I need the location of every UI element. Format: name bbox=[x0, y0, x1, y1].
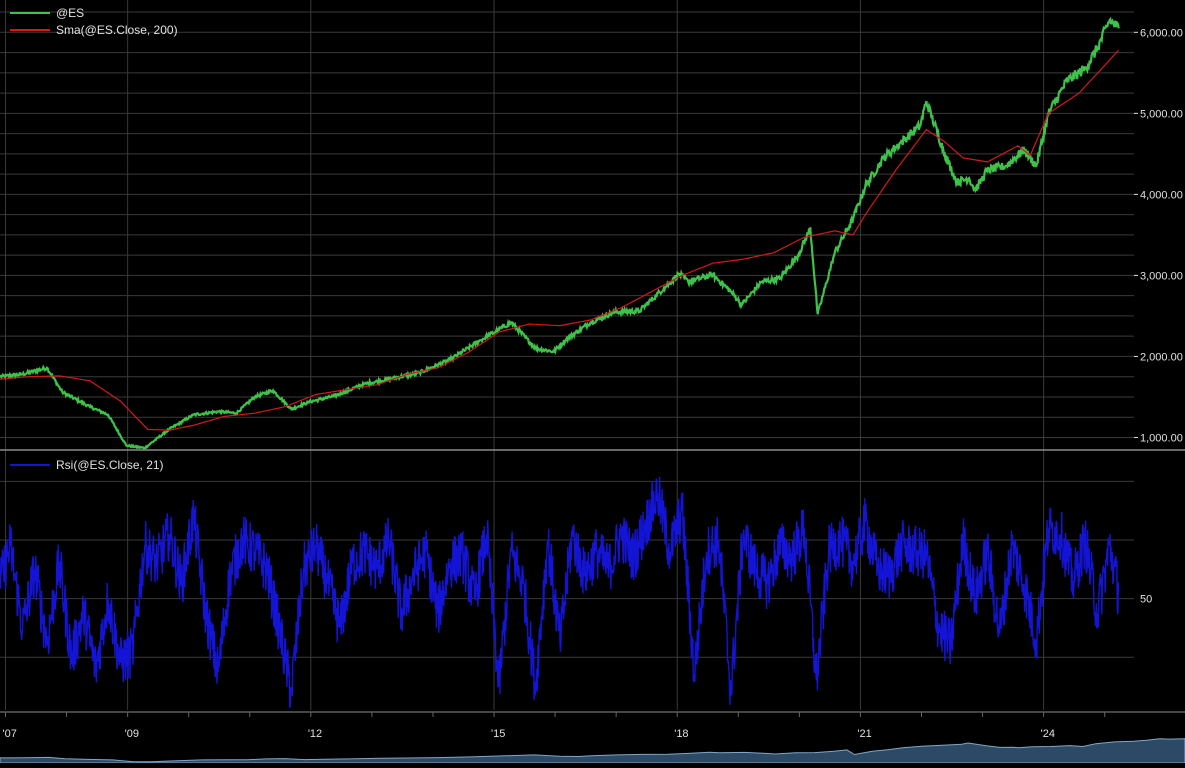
price-ytick-label: 6,000.00 bbox=[1140, 27, 1183, 39]
legend-sma-label[interactable]: Sma(@ES.Close, 200) bbox=[56, 23, 178, 37]
rsi-series[interactable] bbox=[0, 476, 1120, 709]
legend-es-label[interactable]: @ES bbox=[56, 6, 84, 20]
price-series-es[interactable] bbox=[0, 16, 1120, 450]
rsi-ytick-label: 50 bbox=[1140, 594, 1152, 606]
price-series-sma[interactable] bbox=[0, 49, 1120, 431]
price-ytick-label: 3,000.00 bbox=[1140, 270, 1183, 282]
x-tick-label: '09 bbox=[125, 728, 139, 740]
x-tick-label: '18 bbox=[674, 728, 688, 740]
legend-rsi-label[interactable]: Rsi(@ES.Close, 21) bbox=[56, 458, 164, 472]
price-ytick-label: 5,000.00 bbox=[1140, 108, 1183, 120]
x-tick-label: '15 bbox=[491, 728, 505, 740]
x-tick-label: '07 bbox=[2, 728, 16, 740]
overview-scroller[interactable] bbox=[0, 738, 1185, 764]
x-tick-label: '12 bbox=[308, 728, 322, 740]
x-tick-label: '21 bbox=[857, 728, 871, 740]
x-tick-label: '24 bbox=[1041, 728, 1055, 740]
price-ytick-label: 4,000.00 bbox=[1140, 189, 1183, 201]
price-ytick-label: 2,000.00 bbox=[1140, 351, 1183, 363]
price-ytick-label: 1,000.00 bbox=[1140, 432, 1183, 444]
